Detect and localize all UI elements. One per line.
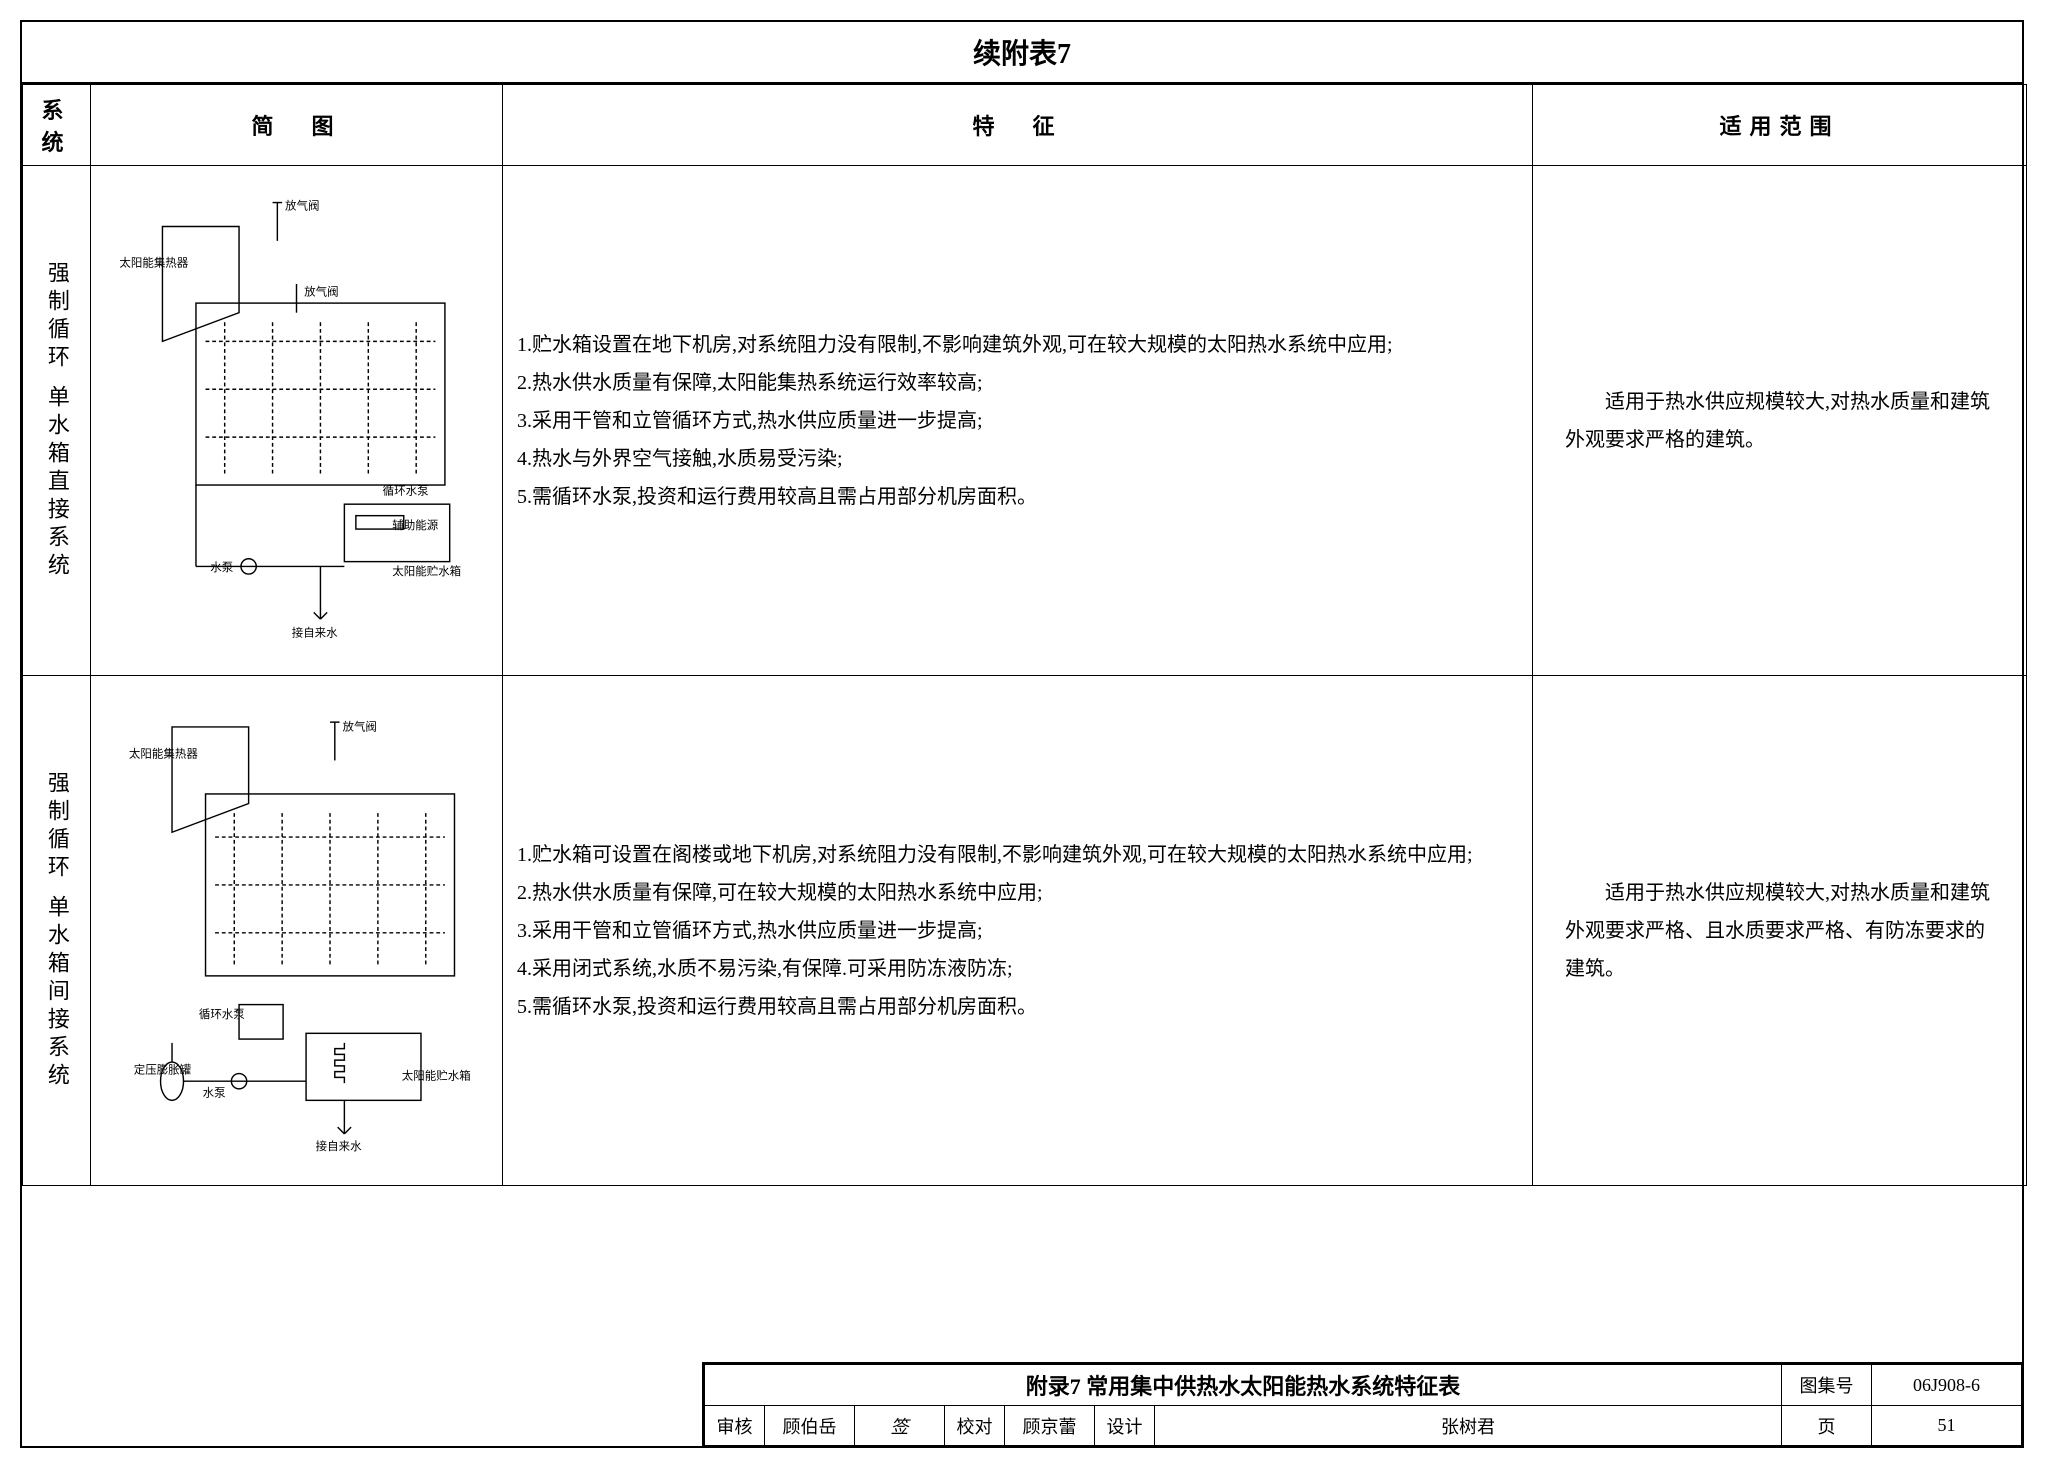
lbl-feed: 接自来水 bbox=[316, 1140, 362, 1153]
schematic-indirect: 太阳能集热器 放气阀 bbox=[105, 688, 488, 1168]
features-cell: 1.贮水箱可设置在阁楼或地下机房,对系统阻力没有限制,不影响建筑外观,可在较大规… bbox=[503, 676, 1533, 1186]
schematic-direct: 太阳能集热器 放气阀 放气阀 bbox=[105, 178, 488, 658]
page-no: 51 bbox=[1872, 1406, 2022, 1446]
scope-text: 适用于热水供应规模较大,对热水质量和建筑外观要求严格的建筑。 bbox=[1547, 373, 2012, 469]
lbl-feed: 接自来水 bbox=[292, 626, 338, 639]
footer-block: 附录7 常用集中供热水太阳能热水系统特征表 图集号 06J908-6 审核 顾伯… bbox=[702, 1362, 2022, 1446]
feature-line: 4.热水与外界空气接触,水质易受污染; bbox=[517, 440, 1518, 478]
header-row: 系统 简 图 特 征 适用范围 bbox=[23, 85, 2027, 166]
feature-line: 2.热水供水质量有保障,太阳能集热系统运行效率较高; bbox=[517, 364, 1518, 402]
lbl-circpump: 循环水泵 bbox=[383, 485, 429, 498]
review-label: 审核 bbox=[705, 1406, 765, 1446]
system-cell: 强制循环 单水箱间接系统 bbox=[23, 676, 91, 1186]
col-system: 系统 bbox=[23, 85, 91, 166]
page-frame: 续附表7 系统 简 图 特 征 适用范围 强制循环 单水箱直接系统 bbox=[20, 20, 2024, 1448]
check-label: 校对 bbox=[945, 1406, 1005, 1446]
scope-text: 适用于热水供应规模较大,对热水质量和建筑外观要求严格、且水质要求严格、有防冻要求… bbox=[1547, 864, 2012, 998]
lbl-vent-top: 放气阀 bbox=[285, 198, 319, 212]
feature-line: 3.采用干管和立管循环方式,热水供应质量进一步提高; bbox=[517, 402, 1518, 440]
features-cell: 1.贮水箱设置在地下机房,对系统阻力没有限制,不影响建筑外观,可在较大规模的太阳… bbox=[503, 166, 1533, 676]
lbl-aux: 辅助能源 bbox=[392, 518, 438, 532]
scope-cell: 适用于热水供应规模较大,对热水质量和建筑外观要求严格的建筑。 bbox=[1533, 166, 2027, 676]
lbl-tank: 太阳能贮水箱 bbox=[392, 564, 461, 578]
diagram-cell: 太阳能集热器 放气阀 bbox=[91, 676, 503, 1186]
lbl-pump: 水泵 bbox=[210, 561, 233, 574]
main-table: 系统 简 图 特 征 适用范围 强制循环 单水箱直接系统 bbox=[22, 84, 2027, 1186]
system-label-b: 单水箱间接系统 bbox=[41, 895, 72, 1091]
feature-line: 1.贮水箱可设置在阁楼或地下机房,对系统阻力没有限制,不影响建筑外观,可在较大规… bbox=[517, 836, 1518, 874]
lbl-vent: 放气阀 bbox=[342, 720, 376, 734]
design-label: 设计 bbox=[1095, 1406, 1155, 1446]
feature-line: 3.采用干管和立管循环方式,热水供应质量进一步提高; bbox=[517, 912, 1518, 950]
diagram-cell: 太阳能集热器 放气阀 放气阀 bbox=[91, 166, 503, 676]
feature-line: 5.需循环水泵,投资和运行费用较高且需占用部分机房面积。 bbox=[517, 478, 1518, 516]
catalog-no: 06J908-6 bbox=[1872, 1365, 2022, 1406]
catalog-label: 图集号 bbox=[1782, 1365, 1872, 1406]
table-row: 强制循环 单水箱直接系统 太阳能集热器 放气阀 bbox=[23, 166, 2027, 676]
scope-cell: 适用于热水供应规模较大,对热水质量和建筑外观要求严格、且水质要求严格、有防冻要求… bbox=[1533, 676, 2027, 1186]
table-title: 续附表7 bbox=[22, 22, 2022, 84]
reviewer-sig: 签 bbox=[855, 1406, 945, 1446]
col-diagram: 简 图 bbox=[91, 85, 503, 166]
feature-line: 4.采用闭式系统,水质不易污染,有保障.可采用防冻液防冻; bbox=[517, 950, 1518, 988]
lbl-collector: 太阳能集热器 bbox=[119, 256, 188, 270]
reviewer: 顾伯岳 bbox=[765, 1406, 855, 1446]
checker: 顾京蕾 bbox=[1005, 1406, 1095, 1446]
feature-line: 5.需循环水泵,投资和运行费用较高且需占用部分机房面积。 bbox=[517, 988, 1518, 1026]
designer: 张树君 bbox=[1155, 1406, 1782, 1446]
lbl-pump: 水泵 bbox=[203, 1087, 226, 1100]
system-cell: 强制循环 单水箱直接系统 bbox=[23, 166, 91, 676]
appendix-title: 附录7 常用集中供热水太阳能热水系统特征表 bbox=[705, 1365, 1782, 1406]
lbl-exp: 定压膨胀罐 bbox=[134, 1063, 192, 1077]
page-label: 页 bbox=[1782, 1406, 1872, 1446]
system-label-a: 强制循环 bbox=[41, 771, 72, 883]
feature-line: 1.贮水箱设置在地下机房,对系统阻力没有限制,不影响建筑外观,可在较大规模的太阳… bbox=[517, 326, 1518, 364]
col-features: 特 征 bbox=[503, 85, 1533, 166]
lbl-circpump: 循环水泵 bbox=[199, 1008, 245, 1021]
table-row: 强制循环 单水箱间接系统 太阳能集热器 放气阀 bbox=[23, 676, 2027, 1186]
system-label-b: 单水箱直接系统 bbox=[41, 385, 72, 581]
lbl-collector: 太阳能集热器 bbox=[129, 747, 198, 761]
col-scope: 适用范围 bbox=[1533, 85, 2027, 166]
lbl-vent-inner: 放气阀 bbox=[304, 284, 338, 298]
system-label-a: 强制循环 bbox=[41, 261, 72, 373]
feature-line: 2.热水供水质量有保障,可在较大规模的太阳热水系统中应用; bbox=[517, 874, 1518, 912]
lbl-tank: 太阳能贮水箱 bbox=[402, 1068, 471, 1082]
